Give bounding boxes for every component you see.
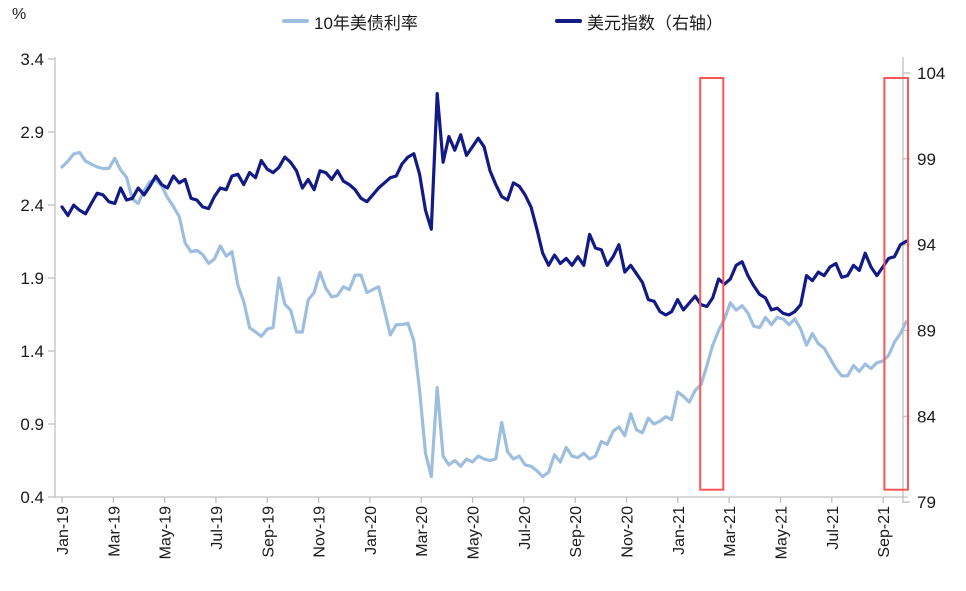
y-right-tick-label: 94 (917, 236, 936, 255)
x-tick-label: Jan-19 (55, 506, 72, 555)
y-right-tick-label: 79 (917, 493, 936, 512)
x-tick-label: Jan-21 (671, 506, 688, 555)
highlight-box-2 (883, 77, 910, 491)
highlight-box-1 (699, 77, 725, 491)
y-left-tick-label: 1.4 (20, 342, 44, 361)
y-left-tick-label: 2.4 (20, 196, 44, 215)
x-tick-label: Nov-20 (620, 506, 637, 558)
x-tick-label: Jul-19 (209, 506, 226, 550)
y-right-tick-label: 104 (917, 64, 945, 83)
x-tick-label: Jan-20 (363, 506, 380, 555)
y-right-tick-label: 99 (917, 150, 936, 169)
x-tick-label: Jul-20 (517, 506, 534, 550)
x-tick-label: Mar-21 (722, 506, 739, 557)
x-tick-label: Sep-20 (568, 506, 585, 558)
x-tick-label: Sep-21 (876, 506, 893, 558)
x-tick-label: Mar-19 (106, 506, 123, 557)
y-right-tick-label: 89 (917, 321, 936, 340)
y-left-tick-label: 2.9 (20, 123, 44, 142)
x-tick-label: May-20 (466, 506, 483, 559)
y-left-tick-label: 0.9 (20, 415, 44, 434)
series-line-dollar-index (60, 91, 908, 317)
x-tick-label: Nov-19 (312, 506, 329, 558)
x-tick-label: Sep-19 (260, 506, 277, 558)
y-left-tick-label: 0.4 (20, 488, 44, 507)
series-line-10y-yield (60, 150, 908, 479)
y-left-tick-label: 3.4 (20, 50, 44, 69)
x-tick-label: Jul-21 (825, 506, 842, 550)
y-right-tick-label: 84 (917, 407, 936, 426)
x-tick-label: May-21 (773, 506, 790, 559)
y-left-tick-label: 1.9 (20, 269, 44, 288)
x-tick-label: May-19 (158, 506, 175, 559)
y-left-unit-label: % (12, 6, 27, 23)
x-tick-label: Mar-20 (414, 506, 431, 557)
